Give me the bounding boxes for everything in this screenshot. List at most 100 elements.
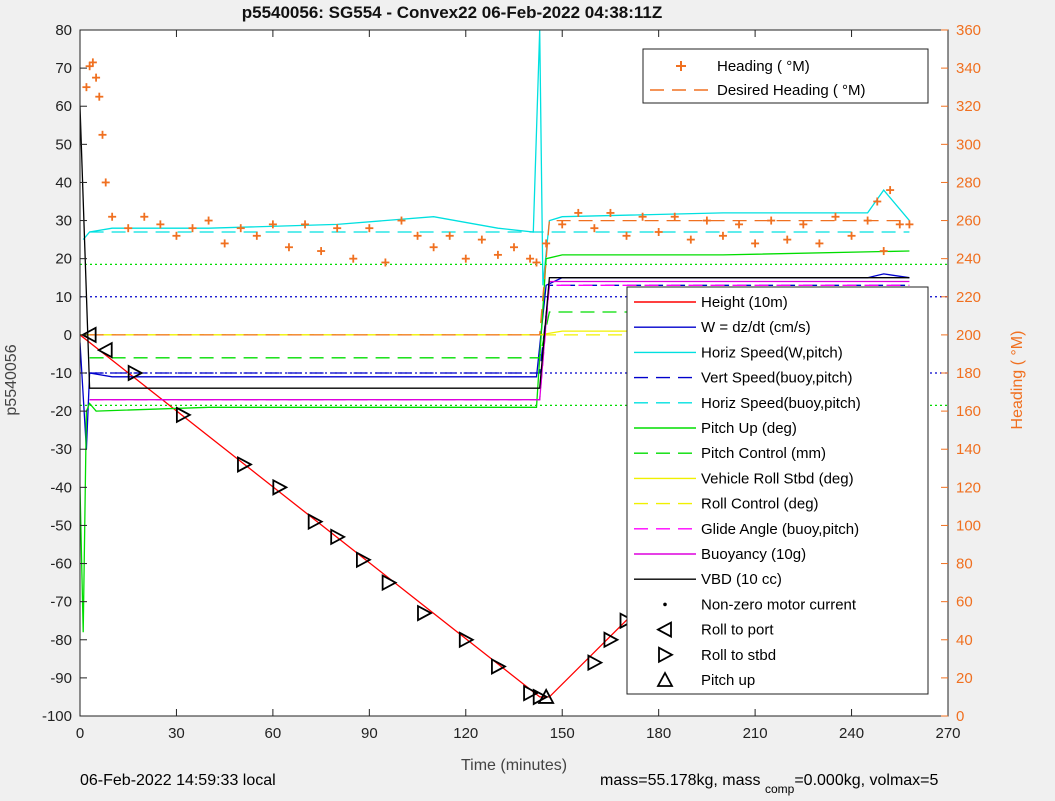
y-right-tick-label: 200 — [956, 327, 981, 344]
y-tick-label: 10 — [55, 289, 72, 306]
roll-to-stbd-marker — [175, 406, 192, 424]
y-right-tick-label: 60 — [956, 594, 973, 611]
legend-main-label: Horiz Speed(buoy,pitch) — [701, 395, 861, 412]
y-right-tick-label: 280 — [956, 174, 981, 191]
heading-point — [606, 208, 615, 217]
roll-to-stbd-marker — [523, 684, 539, 702]
legend-main-label: Roll to port — [701, 622, 774, 639]
y-right-tick-label: 40 — [956, 632, 973, 649]
legend-main-label: VBD (10 cc) — [701, 571, 782, 588]
series-line — [80, 250, 910, 633]
roll-to-stbd-marker — [381, 574, 398, 592]
legend-main-label: Height (10m) — [701, 294, 788, 311]
heading-point — [590, 224, 599, 233]
y-tick-label: -100 — [42, 708, 72, 725]
legend-main-label: Vehicle Roll Stbd (deg) — [701, 470, 854, 487]
heading-point — [365, 224, 374, 233]
y-tick-label: -50 — [50, 517, 72, 534]
legend-main-label: Pitch Up (deg) — [701, 420, 797, 437]
heading-point — [702, 216, 711, 225]
heading-point — [101, 178, 110, 187]
heading-point — [461, 254, 470, 263]
legend-main-label: W = dz/dt (cm/s) — [701, 319, 811, 336]
heading-point — [532, 258, 541, 267]
heading-point — [735, 220, 744, 229]
y-tick-label: 60 — [55, 98, 72, 115]
heading-point — [82, 83, 91, 92]
y-tick-label: 0 — [64, 327, 72, 344]
y-tick-label: 80 — [55, 22, 72, 39]
heading-point — [863, 216, 872, 225]
heading-point — [718, 231, 727, 240]
y-tick-label: -30 — [50, 441, 72, 458]
heading-point — [638, 212, 647, 221]
series-line — [89, 280, 910, 401]
legend-main-label: Pitch Control (mm) — [701, 445, 826, 462]
y-tick-label: -90 — [50, 670, 72, 687]
footer-mass: mass=55.178kg, mass comp=0.000kg, volmax… — [600, 772, 938, 796]
heading-point — [847, 231, 856, 240]
y-axis-right-label: Heading ( °M) — [1009, 331, 1026, 430]
legend-swatch — [656, 671, 674, 687]
y-right-tick-label: 180 — [956, 365, 981, 382]
y-right-tick-label: 360 — [956, 22, 981, 39]
series-line — [80, 106, 910, 389]
y-tick-label: -80 — [50, 632, 72, 649]
legend-swatch — [663, 602, 667, 607]
y-tick-label: -60 — [50, 556, 72, 573]
y-right-tick-label: 120 — [956, 479, 981, 496]
heading-point — [381, 258, 390, 267]
roll-to-stbd-marker — [127, 364, 144, 382]
y-right-tick-label: 0 — [956, 708, 964, 725]
heading-point — [220, 239, 229, 248]
heading-point — [284, 243, 293, 252]
x-tick-label: 0 — [76, 725, 84, 742]
y-tick-label: 40 — [55, 174, 72, 191]
heading-point — [88, 58, 97, 67]
pitch-up-marker — [537, 688, 555, 704]
heading-point — [815, 239, 824, 248]
roll-to-stbd-marker — [237, 455, 253, 473]
heading-point — [92, 73, 101, 82]
heading-point — [429, 243, 438, 252]
heading-point — [783, 235, 792, 244]
x-tick-label: 210 — [743, 725, 768, 742]
heading-point — [156, 220, 165, 229]
legend-main-box — [626, 286, 929, 695]
heading-point — [108, 212, 117, 221]
legend-heading-box — [642, 48, 929, 104]
heading-point — [686, 235, 695, 244]
roll-to-stbd-marker — [330, 528, 347, 546]
roll-to-port-marker — [80, 326, 97, 344]
heading-point — [622, 231, 631, 240]
heading-point — [873, 197, 882, 206]
heading-point — [333, 224, 342, 233]
y-tick-label: -40 — [50, 479, 72, 496]
heading-point — [268, 220, 277, 229]
heading-point — [558, 220, 567, 229]
x-tick-label: 270 — [935, 725, 960, 742]
y-tick-label: 30 — [55, 213, 72, 230]
heading-point — [751, 239, 760, 248]
heading-point — [252, 231, 261, 240]
heading-point — [301, 220, 310, 229]
heading-point — [510, 243, 518, 252]
y-right-tick-label: 20 — [956, 670, 973, 687]
heading-point — [349, 254, 358, 263]
roll-to-stbd-marker — [356, 551, 372, 569]
x-tick-label: 120 — [453, 725, 478, 742]
heading-point — [831, 212, 840, 221]
footer-local-time: 06-Feb-2022 14:59:33 local — [80, 772, 276, 789]
legend-heading-label: Desired Heading ( °M) — [717, 82, 866, 99]
x-axis-label: Time (minutes) — [461, 757, 567, 774]
y-right-tick-label: 80 — [956, 556, 973, 573]
x-tick-label: 60 — [265, 725, 282, 742]
heading-point — [886, 186, 895, 195]
y-right-tick-label: 300 — [956, 136, 981, 153]
legend-main-label: Non-zero motor current — [701, 596, 857, 613]
heading-point — [317, 247, 326, 256]
legend-main-label: Roll Control (deg) — [701, 496, 819, 513]
heading-point — [397, 216, 406, 225]
x-tick-label: 90 — [361, 725, 378, 742]
